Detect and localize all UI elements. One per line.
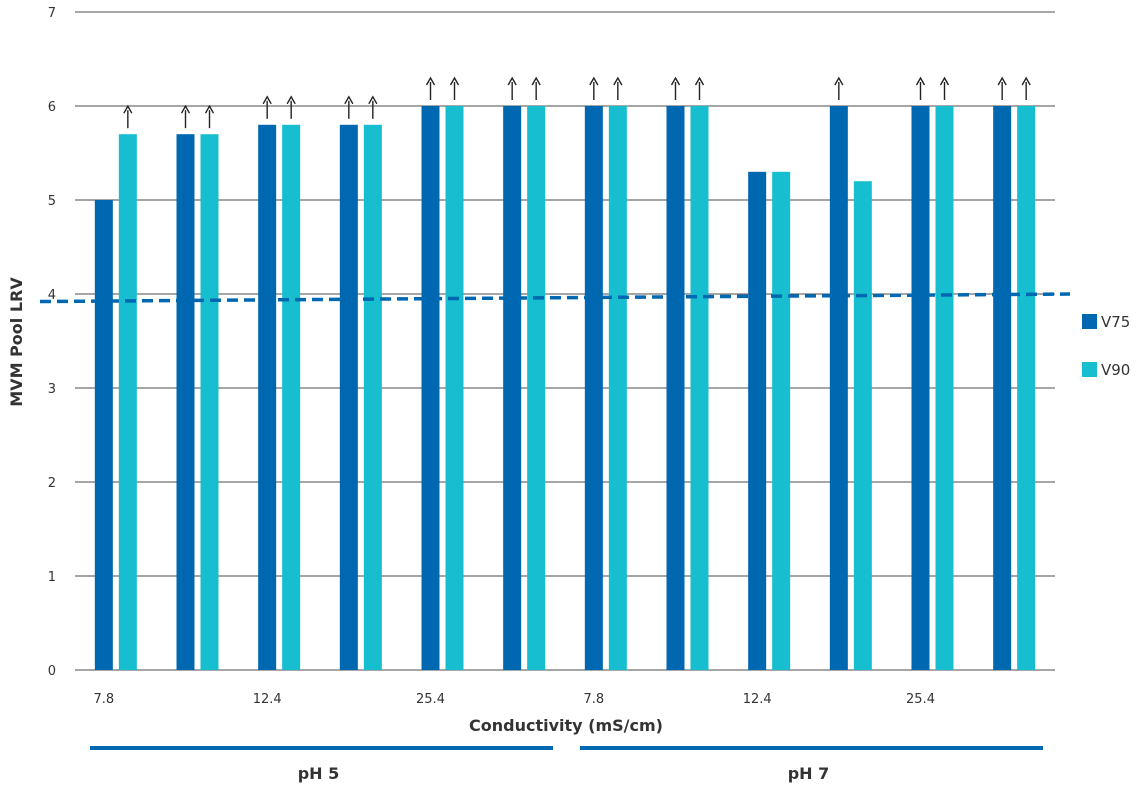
greater-than-arrow-head — [915, 76, 926, 86]
greater-than-arrow-head — [368, 95, 378, 105]
grid-lines — [75, 11, 1055, 671]
y-tick-label: 3 — [48, 382, 56, 397]
bar-v90 — [118, 134, 137, 670]
bar-v75 — [339, 124, 358, 671]
bar-v75 — [584, 106, 603, 670]
bar-v90 — [935, 106, 954, 670]
bar-v90 — [445, 106, 464, 670]
legend: V75 V90 — [1082, 313, 1130, 379]
bar-v75 — [421, 106, 440, 670]
bar-v75 — [258, 124, 277, 671]
greater-than-arrow-head — [344, 95, 354, 105]
reference-line — [39, 292, 1071, 304]
legend-label-v75: V75 — [1101, 313, 1130, 331]
y-tick-label: 6 — [48, 100, 56, 115]
greater-than-arrow-head — [670, 76, 681, 86]
bar-v75 — [176, 134, 195, 670]
greater-than-arrow-head — [123, 104, 133, 114]
y-tick-label: 4 — [48, 288, 56, 303]
bar-v90 — [527, 106, 546, 670]
x-tick-labels: 7.8 12.4 25.4 7.8 12.4 25.4 — [93, 692, 934, 707]
greater-than-arrow-head — [997, 76, 1007, 86]
bar-v75 — [748, 171, 767, 671]
bar-v90 — [608, 106, 627, 670]
reference-line-group — [39, 292, 1071, 304]
greater-than-arrow-head — [204, 104, 215, 114]
bar-v90 — [853, 181, 872, 670]
y-tick-label: 0 — [48, 664, 56, 679]
y-tick-label: 7 — [48, 6, 56, 21]
greater-than-arrow-head — [180, 104, 191, 114]
bar-v75 — [666, 106, 685, 670]
bar-v90 — [772, 171, 791, 671]
y-tick-labels: 0 1 2 3 4 5 6 7 — [48, 6, 56, 679]
bar-v75 — [829, 106, 848, 670]
y-tick-label: 2 — [48, 476, 56, 491]
greater-than-arrow-head — [589, 76, 599, 86]
bar-v75 — [94, 200, 113, 670]
y-tick-label: 1 — [48, 570, 56, 585]
x-tick-label: 12.4 — [743, 692, 772, 707]
greater-than-arrow-head — [1021, 76, 1031, 86]
greater-than-arrow-head — [531, 76, 541, 86]
greater-than-arrow-head — [286, 95, 296, 105]
greater-than-arrow-head — [613, 76, 623, 86]
greater-than-arrow-head — [939, 76, 950, 86]
greater-than-arrow-head — [449, 76, 460, 86]
group-label: pH 7 — [788, 764, 830, 783]
y-axis-title: MVM Pool LRV — [7, 277, 26, 407]
x-tick-label: 25.4 — [906, 692, 935, 707]
bar-v90 — [200, 134, 219, 670]
greater-than-arrow-head — [834, 76, 844, 86]
bar-v90 — [282, 124, 301, 671]
group-brackets: pH 5 pH 7 — [90, 746, 1043, 783]
x-tick-label: 25.4 — [416, 692, 445, 707]
greater-than-arrow-head — [425, 76, 436, 86]
bar-v75 — [993, 106, 1012, 670]
y-tick-label: 5 — [48, 194, 56, 209]
group-label: pH 5 — [298, 764, 340, 783]
x-axis-title: Conductivity (mS/cm) — [469, 716, 663, 735]
legend-label-v90: V90 — [1101, 361, 1130, 379]
greater-than-arrows — [123, 76, 1031, 129]
greater-than-arrow-head — [694, 76, 705, 86]
bar-v90 — [690, 106, 709, 670]
greater-than-arrow-head — [507, 76, 517, 86]
legend-swatch-v90 — [1082, 362, 1097, 377]
bar-v90 — [363, 124, 382, 671]
x-tick-label: 7.8 — [93, 692, 114, 707]
x-tick-label: 7.8 — [583, 692, 604, 707]
bar-v75 — [911, 106, 930, 670]
bar-v75 — [503, 106, 522, 670]
greater-than-arrow-head — [262, 95, 272, 105]
legend-swatch-v75 — [1082, 314, 1097, 329]
x-tick-label: 12.4 — [253, 692, 282, 707]
bar-v90 — [1017, 106, 1036, 670]
bars — [94, 106, 1036, 671]
